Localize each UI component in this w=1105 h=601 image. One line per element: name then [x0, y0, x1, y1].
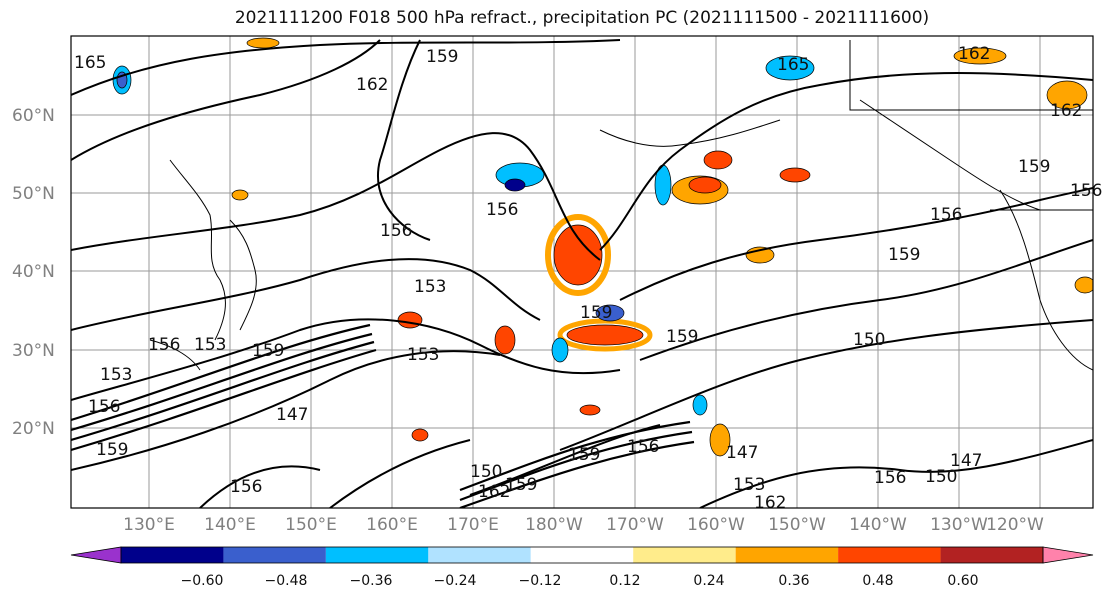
- contour-label-group: 165 162 159 165 162 156 156 153 153 159 …: [74, 44, 1102, 513]
- contour-label: 153: [414, 277, 446, 297]
- colorbar-label: −0.24: [434, 573, 477, 589]
- contour-label: 153: [100, 365, 132, 385]
- colorbar-label: 0.60: [947, 573, 978, 589]
- colorbar-segment: [325, 547, 429, 563]
- lat-label: 40°N: [12, 262, 55, 282]
- lat-label: 50°N: [12, 184, 55, 204]
- contour-label: 147: [950, 451, 982, 471]
- contour-label: 165: [777, 55, 809, 75]
- contour-label: 162: [1050, 101, 1082, 121]
- colorbar-label: −0.60: [181, 573, 224, 589]
- dense-contour-band: [71, 323, 695, 508]
- coastlines: [149, 40, 1093, 371]
- contour-label: 153: [733, 475, 765, 495]
- map-border: [70, 35, 1094, 509]
- contour-label: 153: [194, 335, 226, 355]
- contour-label: 156: [1070, 181, 1102, 201]
- contour-label: 159: [666, 327, 698, 347]
- contour-label: 156: [148, 335, 180, 355]
- lon-label: 140°E: [204, 515, 256, 535]
- precip-shading: [112, 37, 1093, 457]
- contour-label: 156: [88, 397, 120, 417]
- contour-label: 150: [853, 330, 885, 350]
- contour-label: 156: [486, 200, 518, 220]
- contour-label: 159: [1018, 157, 1050, 177]
- contour-label: 159: [580, 303, 612, 323]
- contour-label: 159: [568, 445, 600, 465]
- colorbar-segment: [940, 547, 1043, 563]
- contour-label: 162: [754, 493, 786, 513]
- lon-label: 120°W: [986, 515, 1044, 535]
- lat-label: 30°N: [12, 341, 55, 361]
- lon-label: 170°E: [447, 515, 499, 535]
- colorbar: [70, 546, 1094, 564]
- lon-label: 150°W: [768, 515, 826, 535]
- contour-label: 156: [874, 468, 906, 488]
- colorbar-label: −0.48: [265, 573, 308, 589]
- contour-label: 156: [380, 221, 412, 241]
- colorbar-segment: [223, 547, 326, 563]
- colorbar-label: 0.36: [778, 573, 809, 589]
- contour-label: 156: [930, 205, 962, 225]
- colorbar-label: 0.12: [609, 573, 640, 589]
- contour-label: 159: [888, 245, 920, 265]
- lon-label: 140°W: [849, 515, 907, 535]
- map-title: 2021111200 F018 500 hPa refract., precip…: [234, 8, 930, 28]
- colorbar-segment: [428, 547, 531, 563]
- contour-label: 150: [470, 462, 502, 482]
- colorbar-segment: [735, 547, 839, 563]
- colorbar-segment: [1042, 546, 1094, 564]
- contour-label: 162: [356, 75, 388, 95]
- longitude-labels: 130°E 140°E 150°E 160°E 170°E 180°W 170°…: [123, 515, 1044, 535]
- lat-label: 60°N: [12, 106, 55, 126]
- colorbar-segment: [70, 546, 122, 564]
- contour-label: 162: [958, 44, 990, 64]
- contour-label: 150: [925, 467, 957, 487]
- colorbar-outline: [120, 546, 1044, 564]
- colorbar-label: 0.24: [693, 573, 724, 589]
- colorbar-label: −0.12: [519, 573, 562, 589]
- contour-label: 156: [230, 477, 262, 497]
- contour-label: 147: [276, 405, 308, 425]
- lat-label: 20°N: [12, 419, 55, 439]
- colorbar-label: 0.48: [862, 573, 893, 589]
- colorbar-segment: [838, 547, 941, 563]
- lon-label: 180°W: [525, 515, 583, 535]
- contour-label: 165: [74, 53, 106, 73]
- lon-label: 170°W: [606, 515, 664, 535]
- lon-label: 150°E: [285, 515, 337, 535]
- lon-label: 130°W: [930, 515, 988, 535]
- map-content: [71, 36, 1093, 508]
- lon-label: 130°E: [123, 515, 175, 535]
- contour-label: 159: [252, 341, 284, 361]
- colorbar-segment: [121, 547, 224, 563]
- contour-label: 162: [478, 482, 510, 502]
- colorbar-segment: [530, 547, 634, 563]
- colorbar-labels: −0.60 −0.48 −0.36 −0.24 −0.12 0.12 0.24 …: [181, 573, 979, 589]
- contour-label: 156: [627, 437, 659, 457]
- lon-label: 160°W: [687, 515, 745, 535]
- latitude-labels: 60°N 50°N 40°N 30°N 20°N: [12, 106, 55, 439]
- lon-label: 160°E: [366, 515, 418, 535]
- contour-label: 159: [505, 475, 537, 495]
- contour-label: 159: [96, 440, 128, 460]
- contour-label: 153: [407, 345, 439, 365]
- contour-label: 147: [726, 443, 758, 463]
- colorbar-segment: [633, 547, 736, 563]
- contour-label: 159: [426, 47, 458, 67]
- colorbar-label: −0.36: [350, 573, 393, 589]
